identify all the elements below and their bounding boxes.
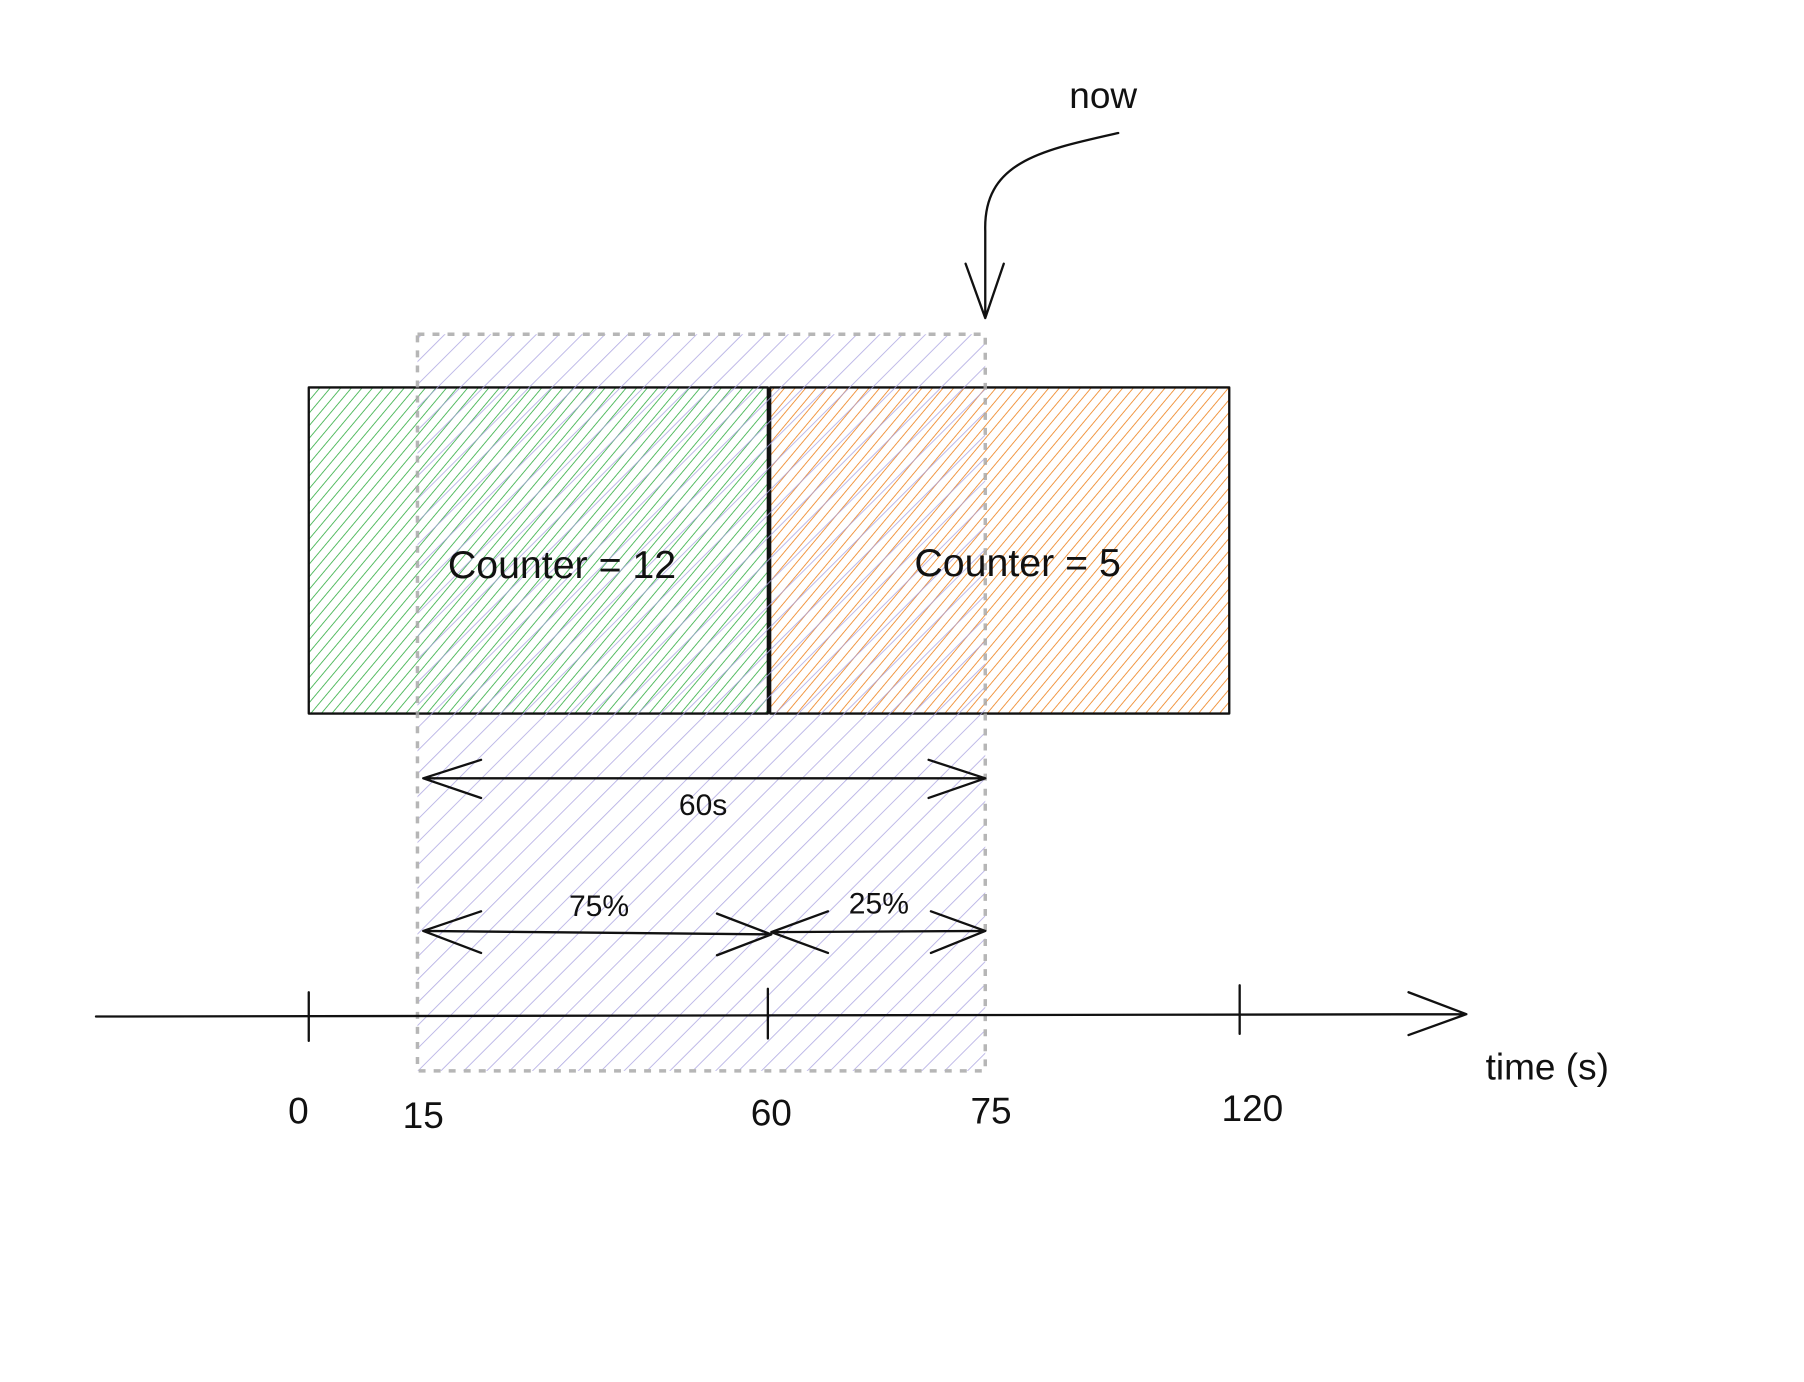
span-arrow bbox=[422, 910, 773, 957]
axis-label: time (s) bbox=[1486, 1047, 1609, 1088]
window-label: Counter = 12 bbox=[448, 543, 676, 587]
span-arrow bbox=[422, 758, 987, 800]
tick-label: 60 bbox=[751, 1093, 792, 1134]
span-label: 25% bbox=[849, 887, 909, 920]
span-label: 60s bbox=[679, 789, 727, 822]
time-axis bbox=[94, 991, 1468, 1037]
tick-label: 75 bbox=[970, 1090, 1011, 1131]
tick-label: 120 bbox=[1222, 1088, 1284, 1129]
span-arrow bbox=[770, 910, 987, 955]
now-label: now bbox=[1069, 75, 1137, 116]
tick-label: 15 bbox=[403, 1095, 444, 1136]
now-arrow bbox=[964, 131, 1120, 320]
window-label: Counter = 5 bbox=[914, 541, 1120, 585]
axis-ticks bbox=[307, 984, 1241, 1042]
tick-label: 0 bbox=[288, 1090, 309, 1131]
span-label: 75% bbox=[569, 890, 629, 923]
sliding-window bbox=[415, 332, 987, 1073]
